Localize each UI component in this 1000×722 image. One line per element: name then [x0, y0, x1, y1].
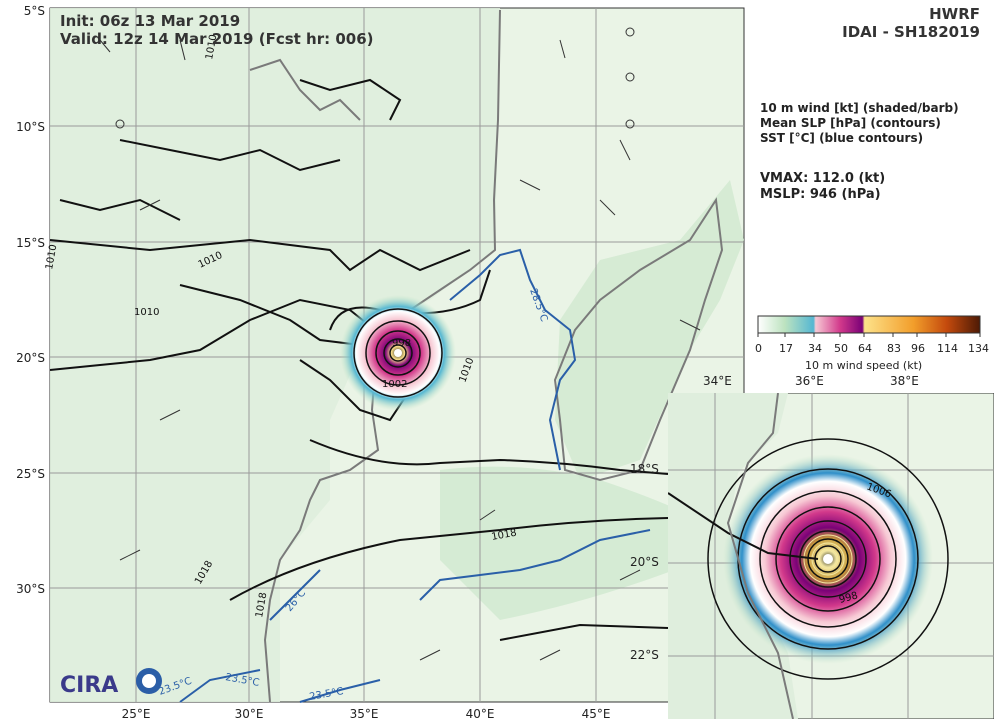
coastline — [249, 9, 724, 703]
colorbar-label: 10 m wind speed (kt) — [805, 359, 923, 372]
lon-label: 30°E — [235, 707, 264, 721]
inset-lon-label: 36°E — [795, 374, 824, 388]
lon-labels: 25°E 30°E 35°E 40°E 45°E — [122, 707, 611, 721]
lat-label: 30°S — [16, 582, 45, 596]
islands — [115, 27, 635, 129]
slp-contours — [49, 78, 669, 641]
inset-lon-label: 38°E — [890, 374, 919, 388]
legend-slp: Mean SLP [hPa] (contours) — [760, 116, 941, 130]
lat-label: 15°S — [16, 236, 45, 250]
inset-lon-label: 34°E — [703, 374, 732, 388]
model-name: HWRF — [929, 5, 980, 23]
logo-text: CIRA — [60, 673, 118, 698]
colorbar-tick: 96 — [911, 342, 925, 355]
wind-band — [440, 466, 700, 620]
contour-label: 998 — [392, 338, 411, 349]
storm-contours — [353, 308, 443, 398]
lat-label: 10°S — [16, 120, 45, 134]
inset-storm-contours — [707, 438, 949, 680]
lon-label: 25°E — [122, 707, 151, 721]
mslp-value: MSLP: 946 (hPa) — [760, 187, 881, 202]
colorbar-tick: 34 — [808, 342, 822, 355]
cira-logo: CIRA — [60, 668, 162, 698]
init-time: Init: 06z 13 Mar 2019 — [60, 12, 241, 30]
graticule — [50, 8, 744, 702]
inset-lat-label: 18°S — [630, 462, 659, 476]
lon-label: 35°E — [350, 707, 379, 721]
lat-label: 20°S — [16, 351, 45, 365]
colorbar — [757, 315, 981, 334]
lat-label: 25°S — [16, 467, 45, 481]
lon-label: 40°E — [466, 707, 495, 721]
colorbar-tick: 0 — [755, 342, 762, 355]
vmax-value: VMAX: 112.0 (kt) — [760, 171, 886, 186]
contour-label: 1010 — [204, 34, 219, 61]
contour-label: 1018 — [254, 592, 269, 619]
inset-lat-label: 20°S — [630, 555, 659, 569]
inset-contour-label: 998 — [838, 590, 859, 606]
lon-label: 45°E — [582, 707, 611, 721]
colorbar-tick: 114 — [937, 342, 958, 355]
colorbar-ticks — [757, 333, 981, 337]
wind-barbs — [99, 39, 701, 661]
valid-time: Valid: 12z 14 Mar 2019 (Fcst hr: 006) — [60, 30, 374, 48]
contour-label: 1010 — [134, 307, 159, 318]
legend-wind: 10 m wind [kt] (shaded/barb) — [760, 101, 959, 115]
inset-map: 1006 998 — [668, 393, 994, 719]
storm-id: IDAI - SH182019 — [842, 23, 980, 41]
lat-label: 5°S — [24, 4, 45, 18]
contour-label: 1010 — [44, 244, 59, 271]
colorbar-tick: 134 — [968, 342, 989, 355]
legend-sst: SST [°C] (blue contours) — [760, 131, 924, 145]
colorbar-tick: 50 — [834, 342, 848, 355]
sst-contours — [179, 248, 651, 703]
colorbar-tick: 64 — [858, 342, 872, 355]
madagascar-land — [555, 180, 744, 480]
lat-labels: 5°S 10°S 15°S 20°S 25°S 30°S — [16, 4, 45, 596]
africa-land-shade — [50, 8, 500, 702]
colorbar-tick: 83 — [887, 342, 901, 355]
storm-eye — [394, 349, 402, 357]
contour-label: 1002 — [382, 379, 407, 390]
contour-label: 1018 — [491, 528, 518, 543]
inset-lat-label: 22°S — [630, 648, 659, 662]
colorbar-tick: 17 — [779, 342, 793, 355]
